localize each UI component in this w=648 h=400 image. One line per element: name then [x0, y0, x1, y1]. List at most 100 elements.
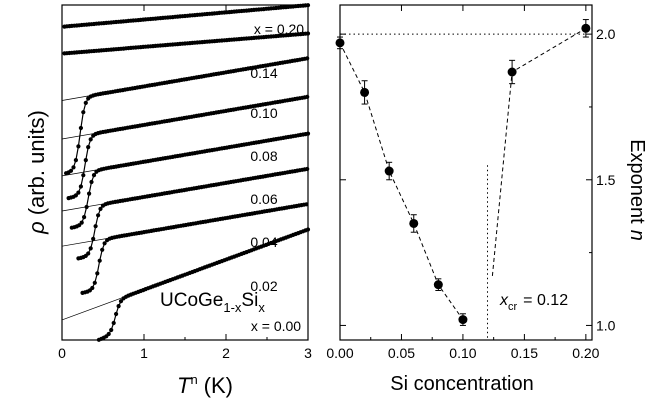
xcr-var: x [499, 292, 509, 309]
left-xlabel-var: T [177, 373, 192, 398]
rho-point [79, 220, 84, 225]
rho-point [305, 56, 310, 61]
series-label: 0.04 [250, 234, 277, 250]
data-point [360, 87, 370, 97]
right-x-tick-label: 0.05 [388, 345, 415, 361]
right-guide-lines [339, 27, 587, 320]
guide-line-left [339, 42, 464, 320]
left-curves [62, 3, 311, 342]
rho-point [78, 125, 83, 131]
rho-point [111, 320, 116, 326]
series-label: 0.14 [250, 65, 277, 81]
right-ticks: 0.00 0.05 0.10 0.15 0.20 1.0 1.5 2.0 [326, 5, 616, 361]
rho-point [87, 191, 92, 196]
right-x-tick-label: 0.10 [449, 345, 476, 361]
rho-point [116, 304, 121, 309]
rho-point [91, 236, 96, 241]
left-ylabel-rest: (arb. units) [24, 110, 49, 215]
compound-sub1: 1-x [223, 300, 242, 315]
compound-sub2: x [258, 300, 265, 315]
series-label: x = 0.00 [251, 318, 301, 334]
right-y-tick-label: 2.0 [596, 26, 616, 42]
rho-point [95, 271, 100, 276]
xcr-annotation: xcr = 0.12 [499, 292, 568, 313]
xcr-sub: cr [508, 301, 518, 313]
rho-point [91, 173, 97, 178]
left-xlabel-unit: (K) [204, 373, 233, 398]
rho-point [76, 144, 81, 149]
left-x-axis-label: Tn (K) [177, 372, 233, 398]
rho-point [81, 110, 86, 115]
left-y-axis-label: ρ (arb. units) [24, 110, 49, 235]
rho-point [86, 145, 91, 150]
data-point [507, 67, 517, 77]
rho-point [304, 202, 309, 207]
rho-point [114, 311, 119, 317]
rho-point [81, 173, 86, 178]
rho-point [305, 131, 311, 136]
rho-point [305, 31, 311, 36]
rho-point [96, 213, 101, 218]
rho-point [305, 166, 310, 172]
right-x-tick-label: 0.00 [326, 345, 353, 361]
left-x-tick-label: 1 [140, 345, 148, 361]
right-panel: 0.00 0.05 0.10 0.15 0.20 1.0 1.5 2.0 Si concent… [326, 4, 648, 395]
rho-point [88, 246, 93, 251]
xcr-val: = 0.12 [523, 292, 568, 309]
rho-point [84, 204, 89, 210]
rho-point [106, 331, 111, 337]
rho-point [118, 299, 124, 304]
right-y-axis-label: Exponent n [626, 139, 648, 241]
left-xlabel-sup: n [190, 372, 197, 387]
rho-point [93, 224, 98, 229]
rho-point [73, 193, 78, 198]
right-plot-frame [339, 4, 593, 341]
series-label: x = 0.20 [254, 21, 304, 37]
data-point [409, 218, 419, 228]
rho-point [71, 165, 76, 170]
data-point [335, 38, 345, 48]
rho-point [305, 94, 310, 99]
rho-point [305, 227, 311, 232]
series-label: 0.10 [250, 105, 277, 121]
rho-point [77, 223, 82, 228]
rho-point [76, 190, 81, 195]
series-label: 0.08 [250, 148, 277, 164]
data-point [581, 23, 591, 33]
compound-mid: Si [241, 290, 258, 311]
right-ylabel-var: n [626, 230, 648, 241]
compound-base: UCoGe [160, 290, 223, 311]
rho-point [73, 158, 78, 163]
data-point [433, 280, 443, 290]
series-label: 0.06 [250, 191, 277, 207]
right-x-tick-label: 0.15 [511, 345, 538, 361]
right-y-tick-label: 1.0 [596, 317, 616, 333]
rho-point [89, 179, 94, 185]
rho-point [88, 137, 93, 142]
left-x-tick-label: 3 [304, 345, 312, 361]
rho-point [98, 206, 103, 211]
left-x-tick-label: 0 [58, 345, 66, 361]
rho-point [68, 168, 74, 173]
rho-point [90, 285, 95, 291]
left-series-labels: x = 0.20 0.14 0.10 0.08 0.06 0.04 0.02 x = 0.00 [250, 21, 304, 334]
rho-point [100, 247, 105, 252]
rho-point [82, 215, 87, 220]
rho-point [78, 184, 83, 189]
right-reference-lines [340, 33, 586, 340]
right-data-points [335, 19, 591, 326]
right-ylabel-main: Exponent [626, 139, 648, 224]
rho-point [102, 241, 107, 246]
rho-point [92, 280, 97, 285]
right-x-tick-label: 0.20 [572, 345, 599, 361]
left-ylabel-var: ρ [24, 221, 49, 235]
data-point [458, 315, 468, 325]
rho-point [109, 327, 114, 333]
right-y-tick-label: 1.5 [596, 172, 616, 188]
compound-formula: UCoGe1-xSix [160, 290, 265, 315]
rho-point [83, 100, 88, 105]
left-panel: x = 0.20 0.14 0.10 0.08 0.06 0.04 0.02 x = 0.00… [24, 3, 312, 398]
rho-point [86, 251, 91, 256]
left-x-tick-label: 2 [222, 345, 230, 361]
